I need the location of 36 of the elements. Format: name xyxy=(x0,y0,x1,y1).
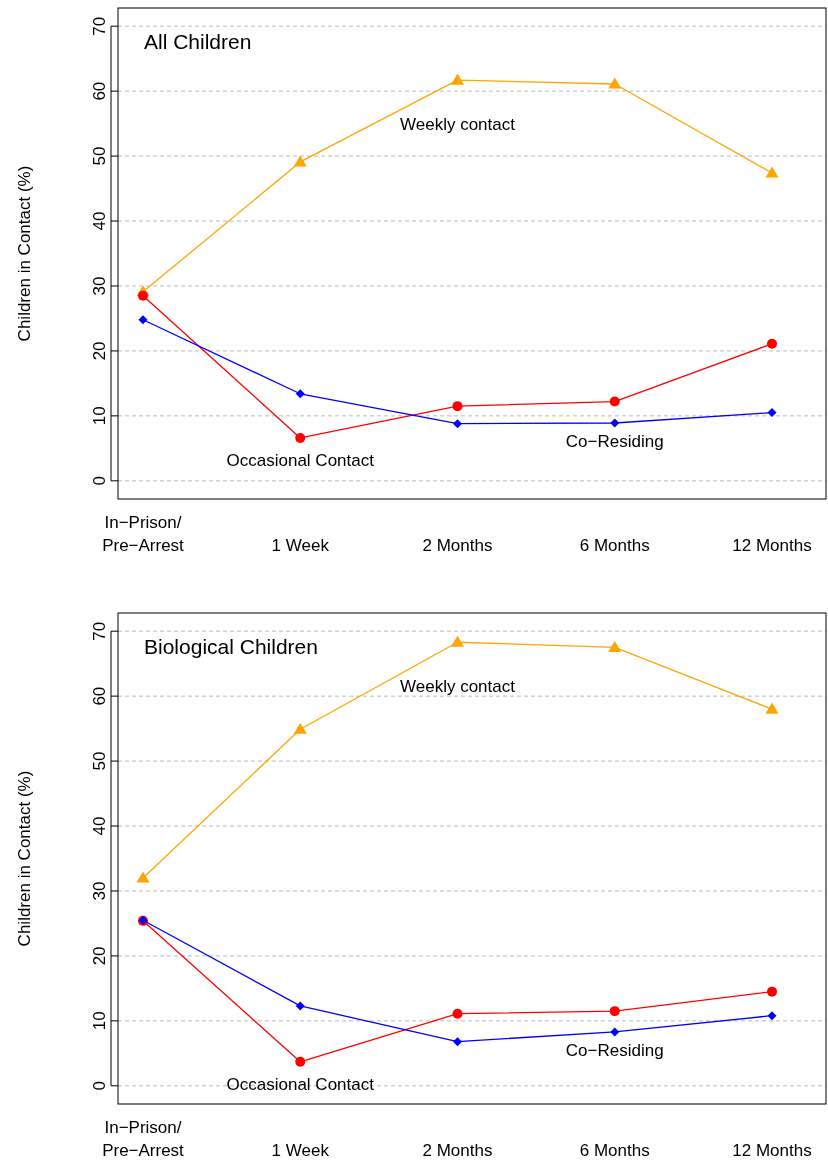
series-label: Co−Residing xyxy=(565,432,664,452)
x-tick-label: 12 Months xyxy=(732,536,812,555)
text: All Children xyxy=(144,30,252,53)
y-tick-label: 30 xyxy=(90,881,109,901)
y-tick-label: 40 xyxy=(90,816,109,836)
y-tick-label: 10 xyxy=(90,1011,109,1031)
y-tick-label: 20 xyxy=(90,946,109,966)
y-tick-label: 70 xyxy=(90,621,109,641)
text: Biological Children xyxy=(144,635,318,658)
x-tick-label: In−Prison/ Pre−Arrest xyxy=(102,513,185,555)
y-tick-label: 20 xyxy=(90,341,109,361)
x-tick-label: 2 Months xyxy=(422,1141,493,1160)
x-tick-label: 12 Months xyxy=(732,1141,812,1160)
y-tick-label: 50 xyxy=(90,751,109,771)
y-tick-label: 40 xyxy=(90,211,109,231)
y-tick-label: 0 xyxy=(90,476,109,486)
y-axis-title: Children in Contact (%) xyxy=(15,165,34,342)
y-tick-label: 70 xyxy=(90,16,109,36)
y-tick-label: 60 xyxy=(90,686,109,706)
x-tick-label: 1 Week xyxy=(271,536,330,555)
x-tick-label: 1 Week xyxy=(271,1141,330,1160)
x-tick-label: 6 Months xyxy=(579,1141,650,1160)
y-tick-label: 50 xyxy=(90,146,109,166)
series-label: Co−Residing xyxy=(565,1040,664,1060)
y-tick-label: 30 xyxy=(90,276,109,296)
series-label: Weekly contact xyxy=(400,677,516,697)
y-tick-label: 10 xyxy=(90,406,109,426)
series-label: Occasional Contact xyxy=(226,1074,375,1094)
y-tick-label: 0 xyxy=(90,1081,109,1091)
x-tick-label: In−Prison/ Pre−Arrest xyxy=(102,1118,185,1160)
x-tick-label: 2 Months xyxy=(422,536,493,555)
series-label: Weekly contact xyxy=(400,115,516,135)
y-axis-title: Children in Contact (%) xyxy=(15,770,34,947)
series-label: Occasional Contact xyxy=(226,450,375,470)
y-tick-label: 60 xyxy=(90,81,109,101)
x-tick-label: 6 Months xyxy=(579,536,650,555)
